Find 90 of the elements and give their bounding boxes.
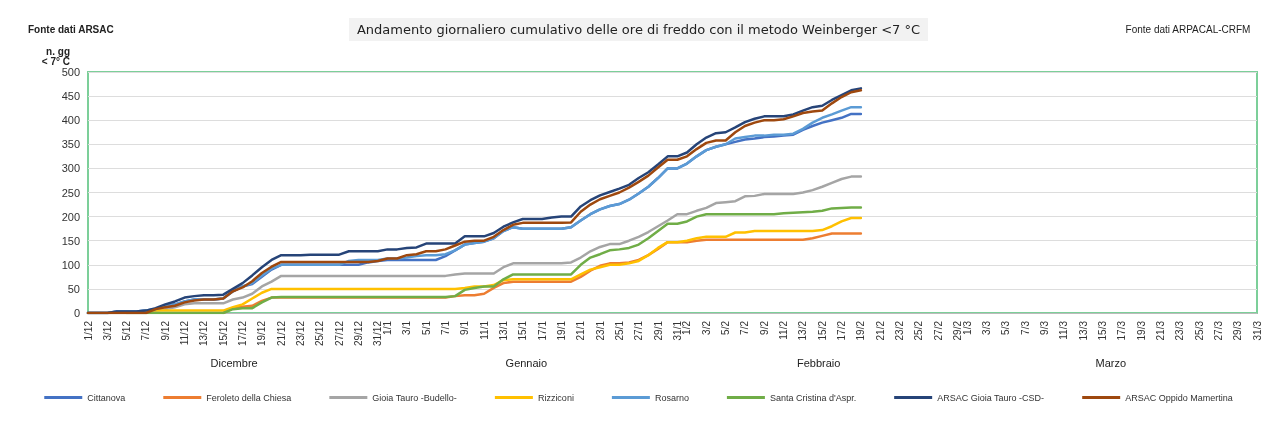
y-tick-label: 0 [73,307,80,319]
x-tick-label: 7/2 [739,320,751,335]
x-tick-label: 3/1 [401,320,413,335]
x-tick-label: 13/12 [198,320,210,347]
x-tick-label: 5/2 [720,320,732,335]
x-tick-label: 11/12 [179,320,191,346]
legend-label: Cittanova [87,392,126,403]
y-tick-label: 450 [61,90,80,103]
x-tick-label: 27/1 [633,320,645,341]
x-tick-label: 11/2 [778,320,790,340]
x-tick-label: 19/2 [855,320,867,341]
legend-label: Rosarno [654,392,689,403]
legend-label: ARSAC Gioia Tauro -CSD- [937,392,1045,403]
legend-label: Santa Cristina d'Aspr. [769,392,857,403]
x-tick-label: 25/1 [613,320,625,341]
x-tick-label: 9/12 [159,320,171,341]
x-tick-label: 23/12 [295,320,307,347]
x-tick-label: 19/12 [256,320,268,347]
x-tick-label: 7/1 [439,320,451,335]
x-tick-label: 7/3 [1019,320,1031,335]
text: Dicembre [210,357,258,369]
x-tick-label: 21/3 [1154,320,1166,341]
y-tick-label: 100 [61,258,80,271]
x-tick-label: 11/3 [1058,320,1070,340]
x-tick-label: 1/1 [382,320,393,335]
y-tick-label: 200 [61,210,80,223]
x-tick-label: 23/3 [1174,320,1186,341]
x-tick-label: 25/12 [314,320,326,347]
y-axis-title: n. gg < 7° C [41,46,70,68]
x-tick-label: 21/2 [874,320,886,341]
x-tick-label: 9/2 [758,320,770,335]
x-tick-label: 15/12 [217,320,229,347]
x-tick-label: 29/1 [652,320,664,341]
y-tick-label: 250 [61,186,80,199]
x-tick-label: 3/2 [700,320,712,335]
x-tick-label: 3/12 [101,320,113,341]
x-tick-label: 29/3 [1232,320,1244,341]
x-tick-label: 17/3 [1116,320,1128,341]
x-tick-label: 23/2 [894,320,906,341]
x-tick-label: 9/1 [459,320,471,335]
x-tick-label: 19/3 [1135,320,1147,341]
x-tick-label: 3/3 [980,320,992,335]
chart-title: Andamento giornaliero cumulativo delle ore di freddo con il metodo Weinberger <7 °C [356,22,921,37]
x-tick-label: 1/2 [681,320,693,335]
legend-label: ARSAC Oppido Mamertina [1125,392,1233,403]
x-tick-label: 11/1 [478,320,490,340]
x-tick-label: 25/3 [1193,320,1205,341]
x-tick-label: 7/12 [140,320,152,341]
text: Febbraio [796,357,841,369]
x-tick-label: 21/1 [575,320,587,341]
x-tick-label: 31/1 [671,320,683,341]
x-tick-label: 27/12 [333,320,345,347]
x-tick-label: 19/1 [555,320,567,341]
x-tick-label: 21/12 [275,320,287,347]
x-tick-label: 27/2 [932,320,944,341]
x-tick-label: 23/1 [594,320,606,341]
legend-label: Gioia Tauro -Budello- [372,392,457,403]
x-tick-label: 17/2 [836,320,848,341]
x-tick-label: 13/2 [797,320,809,341]
x-tick-label: 15/3 [1096,320,1108,341]
x-tick-label: 1/3 [961,320,973,335]
x-tick-label: 29/2 [952,320,963,341]
x-tick-label: 17/1 [536,320,548,341]
y-tick-label: 400 [61,114,80,127]
source-note: Fonte dati ARSAC [28,23,114,35]
y-tick-label: 500 [61,66,80,78]
x-tick-label: 5/3 [1000,320,1012,335]
text: Marzo [1095,357,1127,369]
legend-label: Rizziconi [537,392,574,403]
legend-label: Feroleto della Chiesa [206,392,292,403]
x-tick-label: 5/12 [121,320,133,341]
x-tick-label: 13/3 [1077,320,1089,341]
x-tick-label: 15/2 [816,320,828,341]
y-tick-label: 300 [61,162,80,175]
x-tick-label: 9/3 [1038,320,1050,335]
x-tick-label: 29/12 [353,320,365,347]
x-tick-label: 15/1 [517,320,529,341]
x-tick-label: 5/1 [420,320,432,335]
x-tick-label: 31/12 [372,320,384,347]
y-tick-label: 50 [67,282,80,295]
y-tick-label: 350 [61,138,80,151]
y-tick-label: 150 [61,234,80,247]
x-tick-label: 13/1 [497,320,509,341]
x-tick-label: 1/12 [82,320,94,341]
x-tick-label: 31/3 [1251,320,1263,341]
x-tick-label: 17/12 [237,320,249,347]
x-tick-label: 25/2 [913,320,925,341]
x-tick-label: 27/3 [1212,320,1224,341]
text: Gennaio [505,357,548,369]
source-note: Fonte dati ARPACAL-CRFM [1125,23,1251,35]
